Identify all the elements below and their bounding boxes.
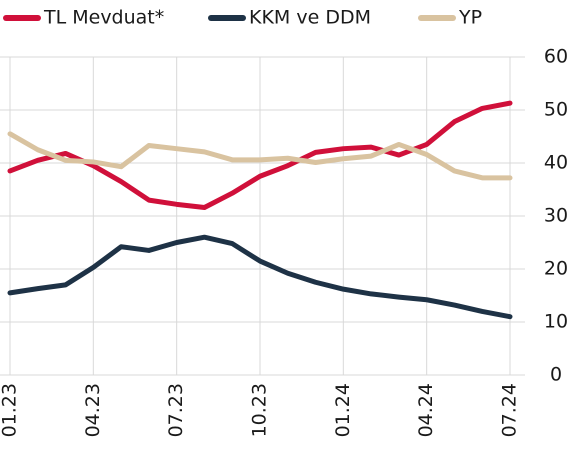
- legend-label: TL Mevduat*: [43, 7, 164, 29]
- x-tick-label: 04.23: [82, 383, 104, 437]
- y-tick-label: 40: [544, 152, 568, 174]
- x-tick-label: 10.23: [249, 383, 271, 437]
- x-tick-label: 07.23: [165, 383, 187, 437]
- line-series: [7, 100, 513, 211]
- y-tick-label: 10: [544, 311, 568, 333]
- x-tick-label: 01.23: [0, 383, 21, 437]
- y-tick-label: 0: [550, 364, 562, 386]
- y-tick-label: 30: [544, 205, 568, 227]
- line-series: [7, 131, 513, 181]
- x-tick-label: 07.24: [499, 383, 521, 437]
- y-tick-label: 20: [544, 258, 568, 280]
- x-tick-label: 01.24: [332, 383, 354, 437]
- legend-label: KKM ve DDM: [249, 7, 371, 29]
- y-tick-label: 60: [544, 46, 568, 68]
- line-series: [7, 234, 513, 320]
- y-tick-label: 50: [544, 99, 568, 121]
- legend-label: YP: [458, 7, 482, 29]
- x-tick-label: 04.24: [415, 383, 437, 437]
